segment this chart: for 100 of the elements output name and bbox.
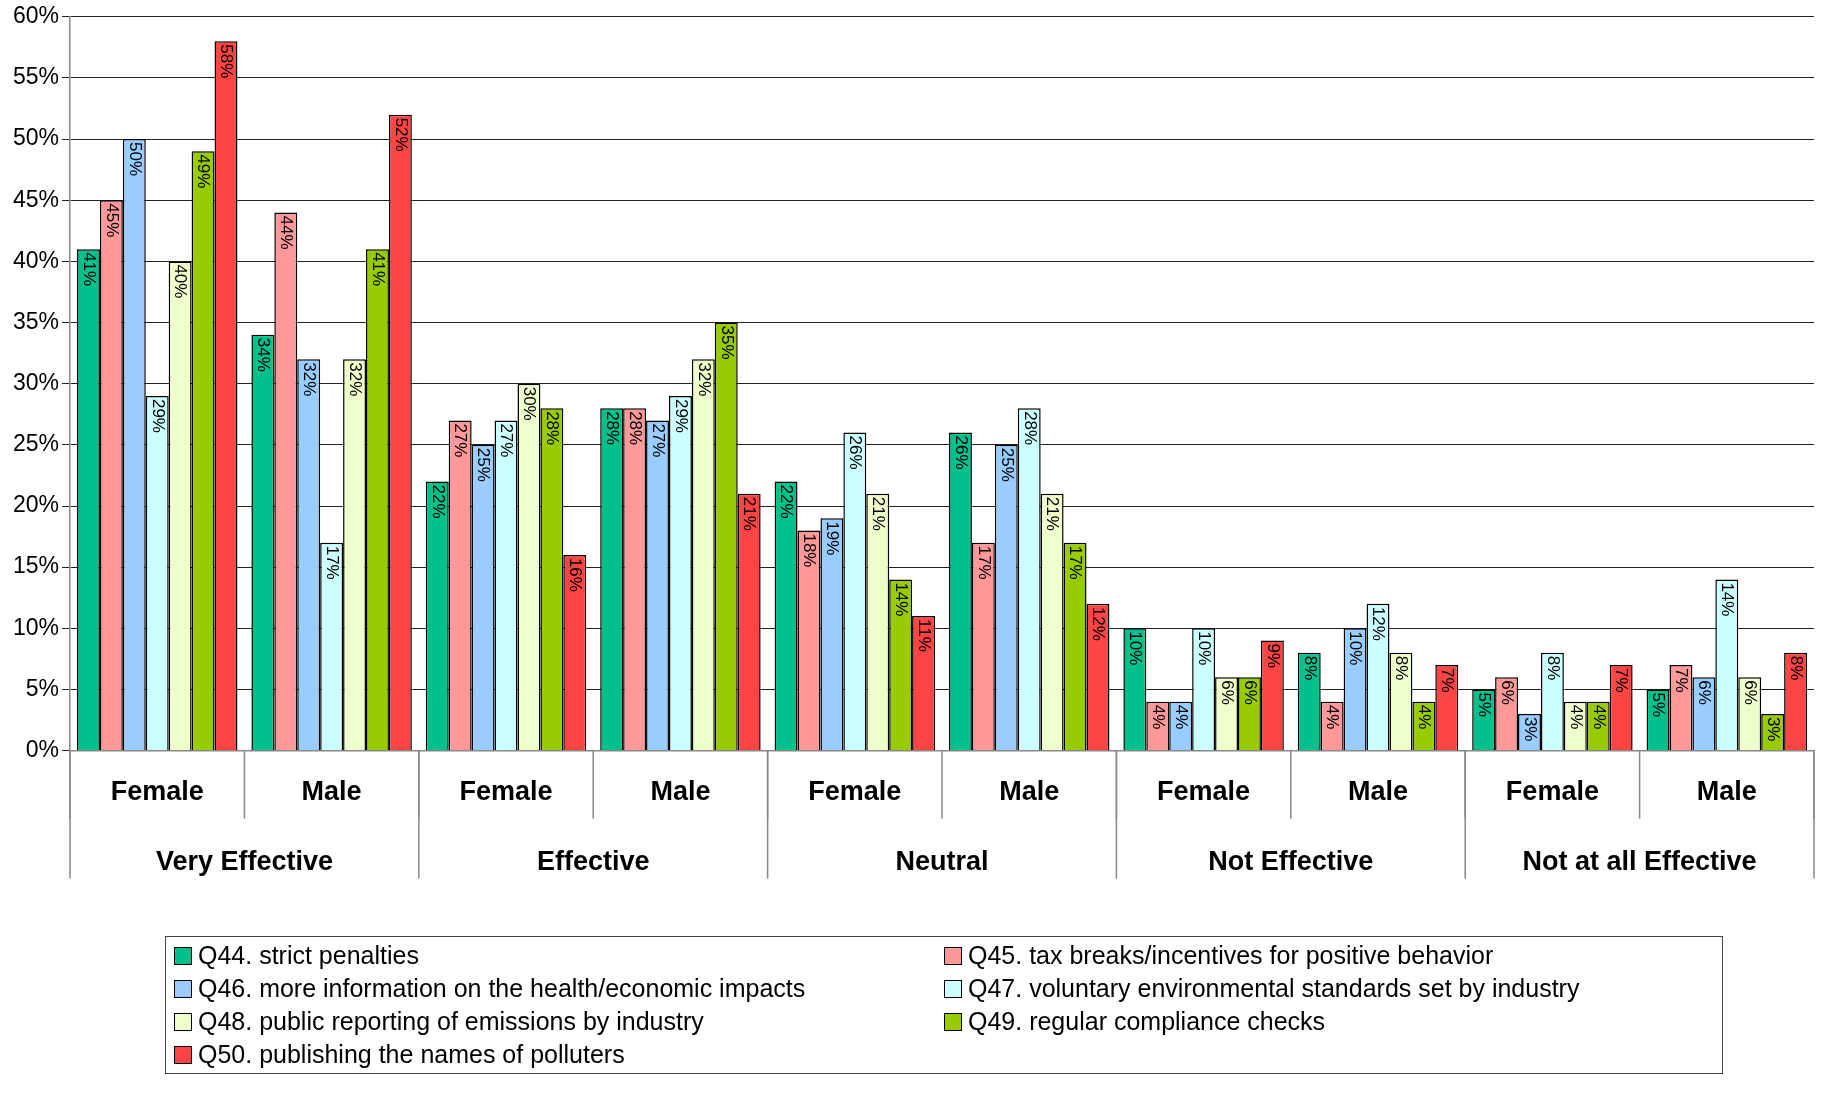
data-label: 30% <box>520 386 540 421</box>
legend-label: Q49. regular compliance checks <box>968 1007 1326 1036</box>
y-tick-label: 55% <box>12 63 60 90</box>
x-tick-label: Female <box>1157 776 1251 807</box>
text: Very Effective <box>155 846 333 877</box>
data-label: 3% <box>1763 716 1783 742</box>
data-label: 14% <box>891 582 911 617</box>
data-label: 29% <box>671 398 691 433</box>
data-label: 27% <box>497 423 517 458</box>
x-tick-label: Male <box>301 776 362 807</box>
y-tick-label: 45% <box>12 185 60 212</box>
y-tick-label: 5% <box>25 674 60 701</box>
data-label: 8% <box>1392 655 1412 681</box>
data-label: 50% <box>125 142 145 177</box>
data-label: 16% <box>566 557 586 592</box>
data-label: 8% <box>1786 655 1806 681</box>
x-tick-label: Male <box>999 776 1060 807</box>
data-label: 4% <box>1589 704 1609 730</box>
text: Neutral <box>895 846 989 877</box>
data-label: 28% <box>543 411 563 446</box>
x-tick-label: Female <box>1505 776 1599 807</box>
data-label: 32% <box>694 362 714 397</box>
data-label: 8% <box>1300 655 1320 681</box>
data-label: 11% <box>914 619 934 652</box>
y-tick-label: 10% <box>12 613 60 640</box>
data-label: 6% <box>1741 680 1761 705</box>
y-tick-label: 40% <box>12 246 60 273</box>
data-label: 41% <box>368 252 388 287</box>
y-tick-label: 30% <box>12 369 60 396</box>
data-label: 29% <box>148 398 168 433</box>
data-label: 4% <box>1323 704 1343 730</box>
data-label: 10% <box>1126 631 1146 666</box>
data-label: 6% <box>1240 680 1260 705</box>
legend-label: Q48. public reporting of emissions by industry <box>198 1007 704 1036</box>
data-label: 12% <box>1369 606 1389 641</box>
x-tick-label: Male <box>1347 776 1409 807</box>
data-label: 32% <box>345 362 365 397</box>
data-label: 28% <box>625 411 645 446</box>
data-label: 25% <box>474 447 494 482</box>
data-label: 3% <box>1520 716 1540 742</box>
data-label: 22% <box>777 484 797 519</box>
data-label: 44% <box>277 215 297 250</box>
data-label: 10% <box>1194 631 1214 666</box>
text: Effective <box>536 846 650 877</box>
data-label: 7% <box>1438 667 1458 693</box>
legend-label: Q44. strict penalties <box>198 941 419 970</box>
data-label: 58% <box>217 44 237 79</box>
y-tick-label: 20% <box>12 491 60 518</box>
data-label: 22% <box>428 484 448 519</box>
data-label: 27% <box>451 423 471 458</box>
x-tick-label: Male <box>650 776 711 807</box>
data-label: 4% <box>1415 704 1435 730</box>
data-label: 14% <box>1718 582 1738 617</box>
y-tick-label: 0% <box>25 735 60 762</box>
data-label: 40% <box>171 264 191 299</box>
data-label: 4% <box>1566 704 1586 730</box>
data-label: 12% <box>1089 606 1109 641</box>
data-label: 5% <box>1474 692 1494 718</box>
x-tick-label: Female <box>808 776 902 807</box>
data-label: 5% <box>1649 692 1669 718</box>
data-label: 17% <box>974 545 994 580</box>
data-label: 17% <box>1066 545 1086 580</box>
legend-label: Q50. publishing the names of polluters <box>198 1040 625 1069</box>
text: Not Effective <box>1208 846 1374 877</box>
x-tick-label: Female <box>459 776 553 807</box>
data-label: 34% <box>254 337 274 372</box>
data-label: 7% <box>1612 667 1632 693</box>
data-label: 8% <box>1543 655 1563 681</box>
data-label: 6% <box>1497 680 1517 705</box>
legend-label: Q45. tax breaks/incentives for positive behavior <box>968 941 1494 970</box>
data-label: 17% <box>322 545 342 580</box>
data-label: 41% <box>79 252 99 287</box>
data-label: 32% <box>300 362 320 397</box>
data-label: 28% <box>602 411 622 446</box>
data-label: 25% <box>997 447 1017 482</box>
data-label: 4% <box>1149 704 1169 730</box>
data-label: 10% <box>1346 631 1366 666</box>
data-label: 26% <box>951 435 971 470</box>
data-label: 7% <box>1672 667 1692 693</box>
y-tick-label: 15% <box>12 552 60 579</box>
data-label: 21% <box>740 496 760 531</box>
y-tick-label: 50% <box>12 124 60 151</box>
data-label: 49% <box>194 154 214 189</box>
data-label: 21% <box>1043 496 1063 531</box>
data-label: 6% <box>1695 680 1715 705</box>
data-label: 18% <box>800 533 820 568</box>
data-label: 52% <box>391 117 411 152</box>
data-label: 45% <box>102 203 122 238</box>
data-label: 9% <box>1263 643 1283 669</box>
y-tick-label: 25% <box>12 430 60 457</box>
data-label: 6% <box>1217 680 1237 705</box>
y-tick-label: 60% <box>12 2 60 29</box>
legend-label: Q47. voluntary environmental standards set by industry <box>968 974 1580 1003</box>
legend-label: Q46. more information on the health/economic impacts <box>198 974 806 1003</box>
data-label: 4% <box>1172 704 1191 730</box>
data-label: 26% <box>846 435 866 470</box>
x-tick-label: Female <box>110 776 204 807</box>
data-label: 21% <box>869 496 889 531</box>
data-label: 27% <box>648 423 668 458</box>
data-label: 35% <box>717 325 737 360</box>
